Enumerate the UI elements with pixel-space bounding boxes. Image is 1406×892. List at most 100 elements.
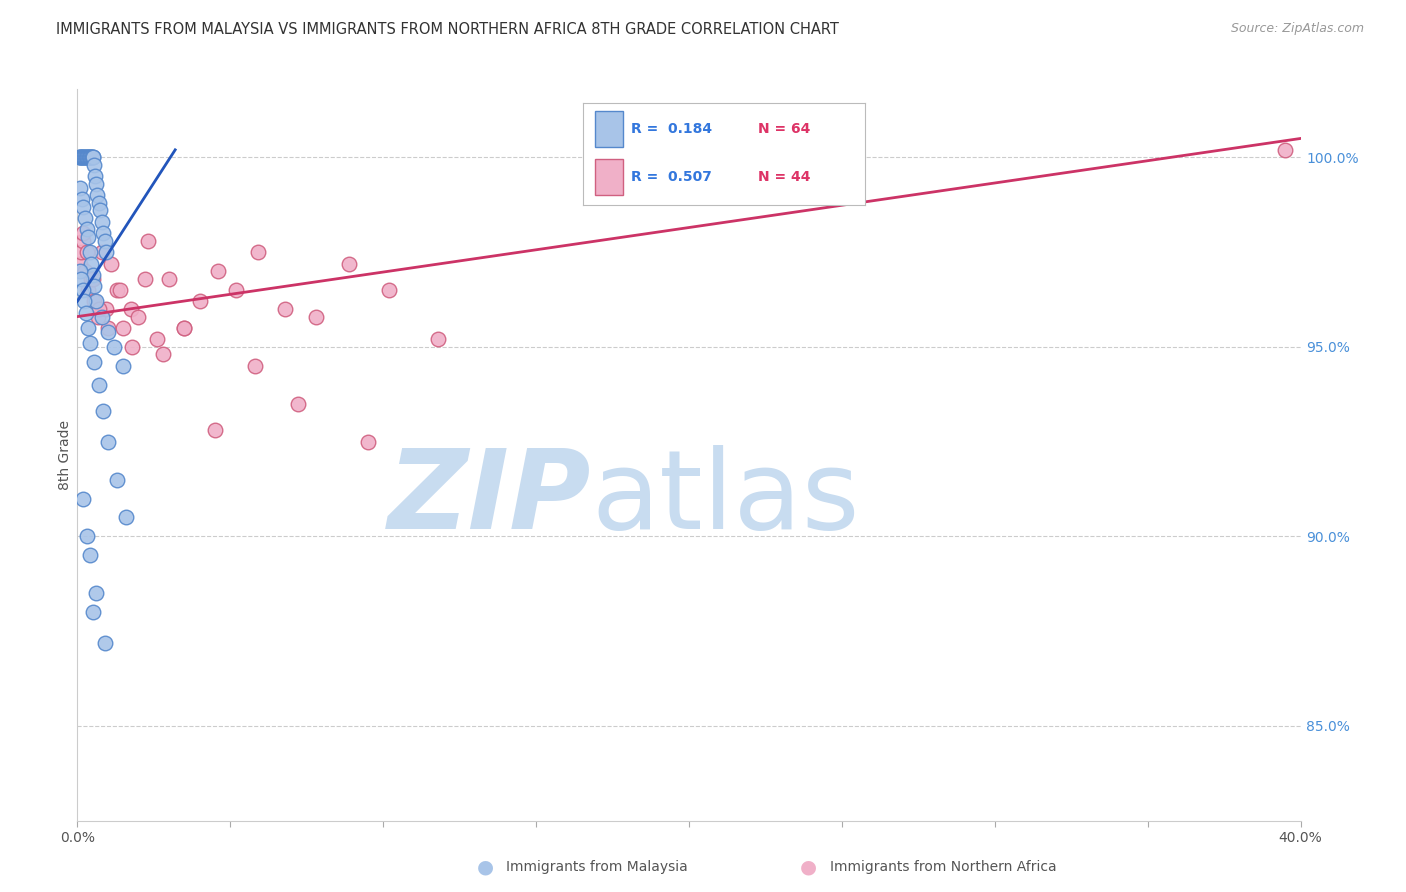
Text: Immigrants from Malaysia: Immigrants from Malaysia [506, 860, 688, 874]
Point [72, 226, 94, 240]
Point [70, 192, 93, 206]
Point [70, 150, 93, 164]
Point [72, 200, 94, 214]
Point [87, 377, 110, 392]
Point [80, 150, 103, 164]
Point [72, 283, 94, 297]
Point [378, 283, 401, 297]
Text: IMMIGRANTS FROM MALAYSIA VS IMMIGRANTS FROM NORTHERN AFRICA 8TH GRADE CORRELATIO: IMMIGRANTS FROM MALAYSIA VS IMMIGRANTS F… [56, 22, 839, 37]
Point [274, 301, 297, 316]
Point [136, 234, 159, 248]
Point [79, 150, 101, 164]
Point [76, 529, 98, 543]
Bar [595, 111, 623, 146]
Point [84, 586, 107, 600]
Point [204, 423, 226, 437]
Point [120, 301, 142, 316]
Point [76, 222, 98, 236]
Point [94, 635, 117, 649]
Point [1274, 143, 1296, 157]
Point [72, 150, 94, 164]
Point [96, 245, 118, 260]
Point [79, 549, 101, 563]
Point [72, 491, 94, 506]
Point [134, 271, 156, 285]
Point [72, 150, 94, 164]
Point [339, 256, 361, 270]
Point [157, 271, 180, 285]
Point [82, 268, 104, 282]
Point [70, 150, 93, 164]
Point [90, 215, 112, 229]
Point [188, 294, 211, 309]
Point [305, 310, 328, 324]
Point [83, 294, 105, 309]
Text: ●: ● [477, 857, 494, 877]
Point [77, 321, 100, 335]
Point [69, 264, 91, 278]
Point [100, 256, 122, 270]
Point [75, 306, 97, 320]
Point [84, 294, 107, 309]
Point [79, 336, 101, 351]
Point [173, 321, 195, 335]
Bar [595, 159, 623, 194]
Text: ZIP: ZIP [388, 445, 591, 552]
Point [287, 397, 309, 411]
Point [87, 310, 110, 324]
Point [831, 150, 853, 164]
Point [70, 245, 93, 260]
Point [128, 310, 150, 324]
Point [87, 195, 110, 210]
Point [82, 271, 104, 285]
Point [80, 150, 103, 164]
Point [207, 264, 229, 278]
Point [225, 283, 247, 297]
Point [73, 150, 96, 164]
Point [67, 150, 90, 164]
Point [97, 325, 120, 339]
Point [77, 283, 100, 297]
Point [79, 245, 101, 260]
Point [73, 294, 96, 309]
Point [73, 150, 96, 164]
Text: Source: ZipAtlas.com: Source: ZipAtlas.com [1230, 22, 1364, 36]
Text: R =  0.184: R = 0.184 [631, 121, 713, 136]
Point [75, 150, 97, 164]
Point [69, 256, 91, 270]
Point [83, 158, 105, 172]
Point [115, 510, 138, 524]
Point [152, 347, 174, 361]
Point [112, 359, 135, 373]
Point [82, 150, 104, 164]
Point [243, 359, 266, 373]
Point [108, 283, 131, 297]
Point [90, 245, 112, 260]
Point [89, 203, 111, 218]
Point [69, 150, 91, 164]
Point [69, 180, 91, 194]
Point [105, 473, 128, 487]
Point [94, 234, 117, 248]
Point [121, 340, 143, 354]
Text: Immigrants from Northern Africa: Immigrants from Northern Africa [830, 860, 1056, 874]
Point [79, 150, 101, 164]
Point [105, 283, 128, 297]
Point [69, 150, 91, 164]
Point [76, 150, 98, 164]
Point [146, 332, 169, 346]
Point [357, 434, 380, 449]
Point [427, 332, 450, 346]
Point [76, 150, 98, 164]
Point [82, 150, 104, 164]
Text: N = 44: N = 44 [758, 170, 810, 184]
Point [103, 340, 125, 354]
Point [76, 245, 98, 260]
Point [77, 150, 100, 164]
Point [112, 321, 135, 335]
Point [83, 355, 105, 369]
Point [246, 245, 269, 260]
Point [91, 404, 114, 418]
Point [77, 150, 100, 164]
Text: ●: ● [800, 857, 817, 877]
